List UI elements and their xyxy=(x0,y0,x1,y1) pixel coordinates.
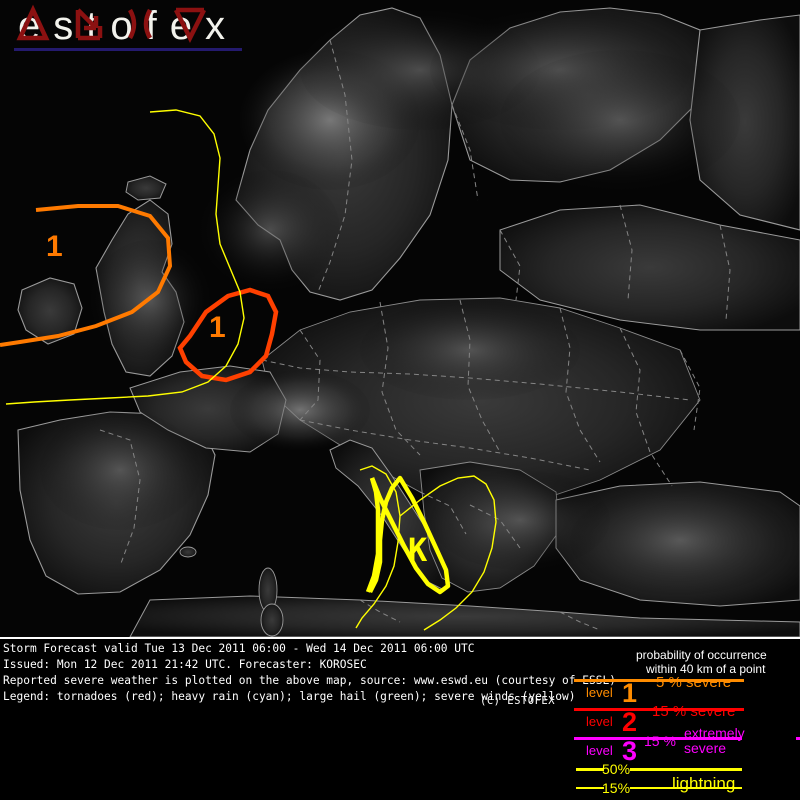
legend-title-line1: probability of occurrence xyxy=(636,648,767,662)
land-sardinia xyxy=(260,603,284,637)
issued-forecaster-text: Issued: Mon 12 Dec 2011 21:42 UTC. Forec… xyxy=(3,658,367,671)
legend-symbol-colors-text: Legend: tornadoes (red); heavy rain (cya… xyxy=(3,690,576,703)
level1-area-benelux[interactable] xyxy=(177,287,279,383)
legend-level3-extra-line2: severe xyxy=(684,740,727,756)
land-baltic xyxy=(499,204,800,331)
land-ireland xyxy=(17,277,83,345)
legend-line-lightning50-right xyxy=(630,768,742,771)
legend-lightning-15-label: 15% xyxy=(602,780,631,796)
landmasses xyxy=(17,7,800,637)
lightning-contour-15-adriatic[interactable] xyxy=(355,465,497,631)
legend-line-lightning50-left xyxy=(576,768,604,771)
arrow-glyph xyxy=(75,8,103,41)
legend-level3-probability: 15 % xyxy=(644,733,676,749)
copyright-text: (C) ESTOFEX xyxy=(480,695,556,707)
legend-line-level3-right xyxy=(796,737,800,740)
area-label-level1-benelux: 1 xyxy=(209,311,226,344)
forecast-validity-text: Storm Forecast valid Tue 13 Dec 2011 06:… xyxy=(3,642,475,655)
legend-line-lightning15-right xyxy=(630,787,742,789)
logo-weather-glyphs xyxy=(16,4,207,44)
legend-line-lightning15-left xyxy=(576,787,604,789)
legend-level3-word: level xyxy=(586,743,613,758)
country-borders xyxy=(99,39,731,631)
reported-weather-source-text: Reported severe weather is plotted on th… xyxy=(3,674,616,687)
land-iceland xyxy=(125,175,167,201)
land-mallorca xyxy=(179,546,197,558)
legend-lightning-50-label: 50% xyxy=(602,761,631,777)
legend-level3-extra-line1: extremely xyxy=(684,725,745,741)
lightning-area-50-adriatic-west[interactable] xyxy=(365,477,381,593)
legend-line-level1 xyxy=(574,679,744,682)
triangle-glyph xyxy=(16,4,50,41)
lightning-area-50-adriatic[interactable] xyxy=(367,475,451,595)
map-graphics xyxy=(0,7,800,637)
vee-glyph xyxy=(173,8,207,44)
legend-line-level2 xyxy=(574,708,744,711)
forecast-map[interactable]: 1 1 K estofex xyxy=(0,0,800,637)
legend-level1-number: 1 xyxy=(622,678,638,708)
area-label-level1-scotland: 1 xyxy=(46,230,63,263)
footer: Storm Forecast valid Tue 13 Dec 2011 06:… xyxy=(0,637,800,800)
legend-level3-number: 3 xyxy=(622,736,638,766)
lightning-bolt-icon: K xyxy=(408,531,428,569)
level1-area-scotland[interactable] xyxy=(0,204,173,347)
logo-divider xyxy=(14,48,242,51)
lightning-contour-15-nw[interactable] xyxy=(5,109,245,405)
legend-level1-word: level xyxy=(586,685,613,700)
land-north-africa xyxy=(129,595,800,637)
bracket-glyph xyxy=(128,8,152,40)
map-footer-divider xyxy=(0,637,800,639)
legend-level1-probability: 5 % severe xyxy=(656,674,732,691)
legend-title-line2: within 40 km of a point xyxy=(646,662,766,676)
probability-legend: probability of occurrence within 40 km o… xyxy=(560,640,800,800)
legend-line-level3 xyxy=(574,737,742,740)
legend-level2-word: level xyxy=(586,714,613,729)
legend-level2-probability: 15 % severe xyxy=(652,703,736,720)
legend-lightning-label: lightning xyxy=(672,774,736,793)
legend-level2-number: 2 xyxy=(622,707,638,737)
